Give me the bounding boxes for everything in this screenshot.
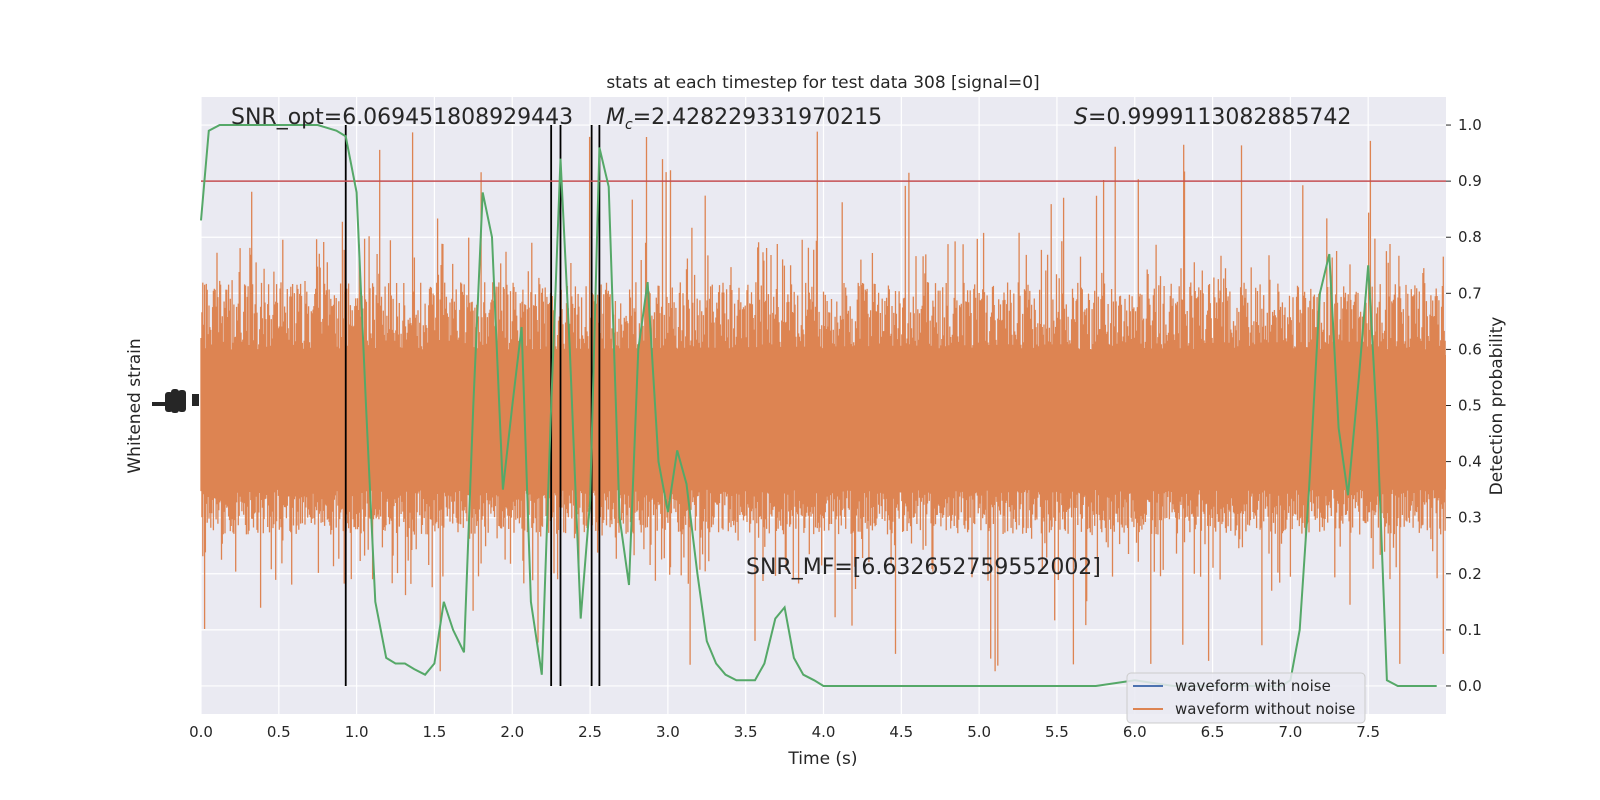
y-tick-label: 0.6 — [1458, 340, 1482, 358]
y-tick-label: 0.7 — [1458, 284, 1482, 302]
x-tick-label: 0.5 — [267, 723, 291, 741]
y-tick-label: 1.0 — [1458, 116, 1482, 134]
legend-label-without-noise: waveform without noise — [1175, 700, 1355, 718]
snr-mf-annotation: SNR_MF=[6.632652759552002] — [746, 555, 1101, 580]
chirp-mass-subscript: c — [625, 117, 633, 133]
x-tick-label: 7.5 — [1356, 723, 1380, 741]
x-tick-label: 1.5 — [423, 723, 447, 741]
x-tick-label: 7.0 — [1278, 723, 1302, 741]
x-tick-label: 3.0 — [656, 723, 680, 741]
legend-box — [1126, 672, 1366, 724]
x-tick-label: 5.5 — [1045, 723, 1069, 741]
y-tick-label: 0.9 — [1458, 172, 1482, 190]
s-value: =0.9999113082885742 — [1088, 105, 1351, 130]
snr-opt-annotation: SNR_opt=6.069451808929443 — [231, 105, 573, 130]
y-tick-label: 0.5 — [1458, 397, 1482, 415]
x-tick-label: 6.5 — [1201, 723, 1225, 741]
y-tick-labels-right: 0.0 0.1 0.2 0.3 0.4 0.5 0.6 0.7 0.8 0.9 1.0 — [1446, 116, 1482, 695]
x-tick-labels: 0.0 0.5 1.0 1.5 2.0 2.5 3.0 3.5 4.0 4.5 5.0 5.5 6.0 6… — [189, 723, 1380, 741]
x-tick-label: 6.0 — [1123, 723, 1147, 741]
s-symbol: S — [1074, 105, 1088, 130]
y-tick-label: 0.1 — [1458, 621, 1482, 639]
chirp-mass-annotation: Mc=2.428229331970215 — [606, 105, 882, 133]
x-tick-label: 2.0 — [500, 723, 524, 741]
chart-title: stats at each timestep for test data 308… — [606, 73, 1039, 93]
s-annotation: S=0.9999113082885742 — [1074, 105, 1351, 130]
y-tick-label: 0.4 — [1458, 453, 1482, 471]
waveform-core-band — [201, 355, 1446, 490]
x-tick-label: 5.0 — [967, 723, 991, 741]
x-tick-label: 0.0 — [189, 723, 213, 741]
y-tick-label: 0.2 — [1458, 565, 1482, 583]
y-tick-label: 0.8 — [1458, 228, 1482, 246]
left-axis-overlapping-ticks — [152, 389, 199, 413]
x-tick-label: 4.0 — [812, 723, 836, 741]
chirp-mass-value: =2.428229331970215 — [633, 105, 882, 130]
legend: waveform with noise waveform without noi… — [1126, 672, 1366, 724]
legend-label-with-noise: waveform with noise — [1175, 677, 1331, 695]
y-tick-label: 0.3 — [1458, 509, 1482, 527]
x-tick-label: 4.5 — [889, 723, 913, 741]
y-axis-title-right: Detection probability — [1487, 317, 1507, 496]
chirp-mass-symbol: M — [606, 105, 625, 130]
x-tick-label: 3.5 — [734, 723, 758, 741]
x-tick-label: 1.0 — [345, 723, 369, 741]
waveform-without-noise-band — [201, 355, 1446, 490]
y-tick-label: 0.0 — [1458, 677, 1482, 695]
x-axis-title: Time (s) — [787, 749, 857, 769]
x-tick-label: 2.5 — [578, 723, 602, 741]
y-axis-title-left: Whitened strain — [125, 338, 145, 473]
